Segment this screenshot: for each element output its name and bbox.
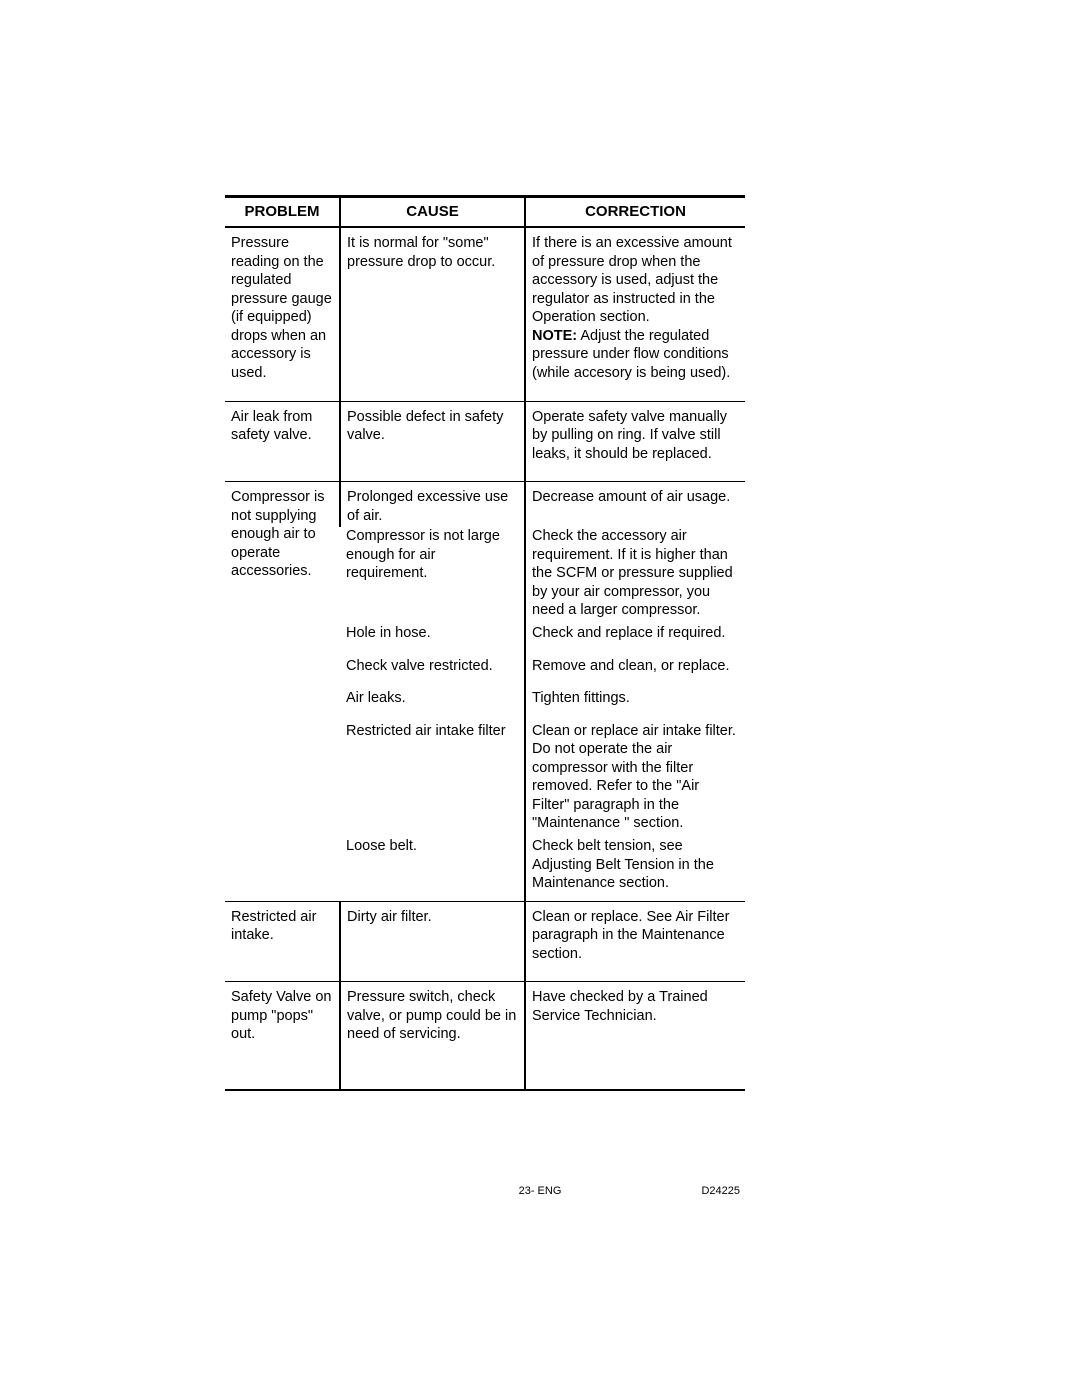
cell-correction: Decrease amount of air usage. <box>525 482 745 528</box>
cell-cause: Check valve restricted. <box>340 657 525 690</box>
cell-correction: Clean or replace air intake filter. Do n… <box>525 722 745 837</box>
cell-cause: Pressure switch, check valve, or pump co… <box>340 982 525 1090</box>
cell-cause: Hole in hose. <box>340 624 525 657</box>
cell-cause: Prolonged excessive use of air. <box>340 482 525 528</box>
table-row: Air leak from safety valve. Possible def… <box>225 401 745 482</box>
cell-cause: Restricted air intake filter <box>340 722 525 837</box>
page: PROBLEM CAUSE CORRECTION Pressure readin… <box>0 0 1080 1397</box>
cell-problem: Safety Valve on pump "pops" out. <box>225 982 340 1090</box>
header-problem: PROBLEM <box>225 197 340 228</box>
cell-correction: Check belt tension, see Adjusting Belt T… <box>525 837 745 901</box>
cell-problem: Pressure reading on the regulated pressu… <box>225 227 340 401</box>
footer-page-number: 23- ENG <box>0 1185 1080 1197</box>
cell-cause: Possible defect in safety valve. <box>340 401 525 482</box>
cell-cause: It is normal for "some" pressure drop to… <box>340 227 525 401</box>
cell-cause: Dirty air filter. <box>340 901 525 982</box>
header-cause: CAUSE <box>340 197 525 228</box>
cell-correction: Operate safety valve manually by pulling… <box>525 401 745 482</box>
cell-problem: Air leak from safety valve. <box>225 401 340 482</box>
cell-correction: Check and replace if required. <box>525 624 745 657</box>
footer-doc-id: D24225 <box>701 1185 740 1197</box>
header-correction: CORRECTION <box>525 197 745 228</box>
cell-problem: Restricted air intake. <box>225 901 340 982</box>
cell-correction: Have checked by a Trained Service Techni… <box>525 982 745 1090</box>
cell-cause: Compressor is not large enough for air r… <box>340 527 525 624</box>
cell-correction: If there is an excessive amount of press… <box>525 227 745 401</box>
table-header-row: PROBLEM CAUSE CORRECTION <box>225 197 745 228</box>
note-label: NOTE: <box>532 328 577 344</box>
troubleshooting-table: PROBLEM CAUSE CORRECTION Pressure readin… <box>225 195 745 1091</box>
cell-correction: Tighten fittings. <box>525 689 745 722</box>
correction-text: If there is an excessive amount of press… <box>532 235 732 325</box>
table-row: Pressure reading on the regulated pressu… <box>225 227 745 401</box>
table-row: Safety Valve on pump "pops" out. Pressur… <box>225 982 745 1090</box>
table-row: Compressor is not supplying enough air t… <box>225 482 745 528</box>
table-row: Restricted air intake. Dirty air filter.… <box>225 901 745 982</box>
cell-cause: Air leaks. <box>340 689 525 722</box>
cell-correction: Check the accessory air requirement. If … <box>525 527 745 624</box>
cell-correction: Remove and clean, or replace. <box>525 657 745 690</box>
cell-cause: Loose belt. <box>340 837 525 901</box>
cell-problem: Compressor is not supplying enough air t… <box>225 482 340 901</box>
cell-correction: Clean or replace. See Air Filter paragra… <box>525 901 745 982</box>
